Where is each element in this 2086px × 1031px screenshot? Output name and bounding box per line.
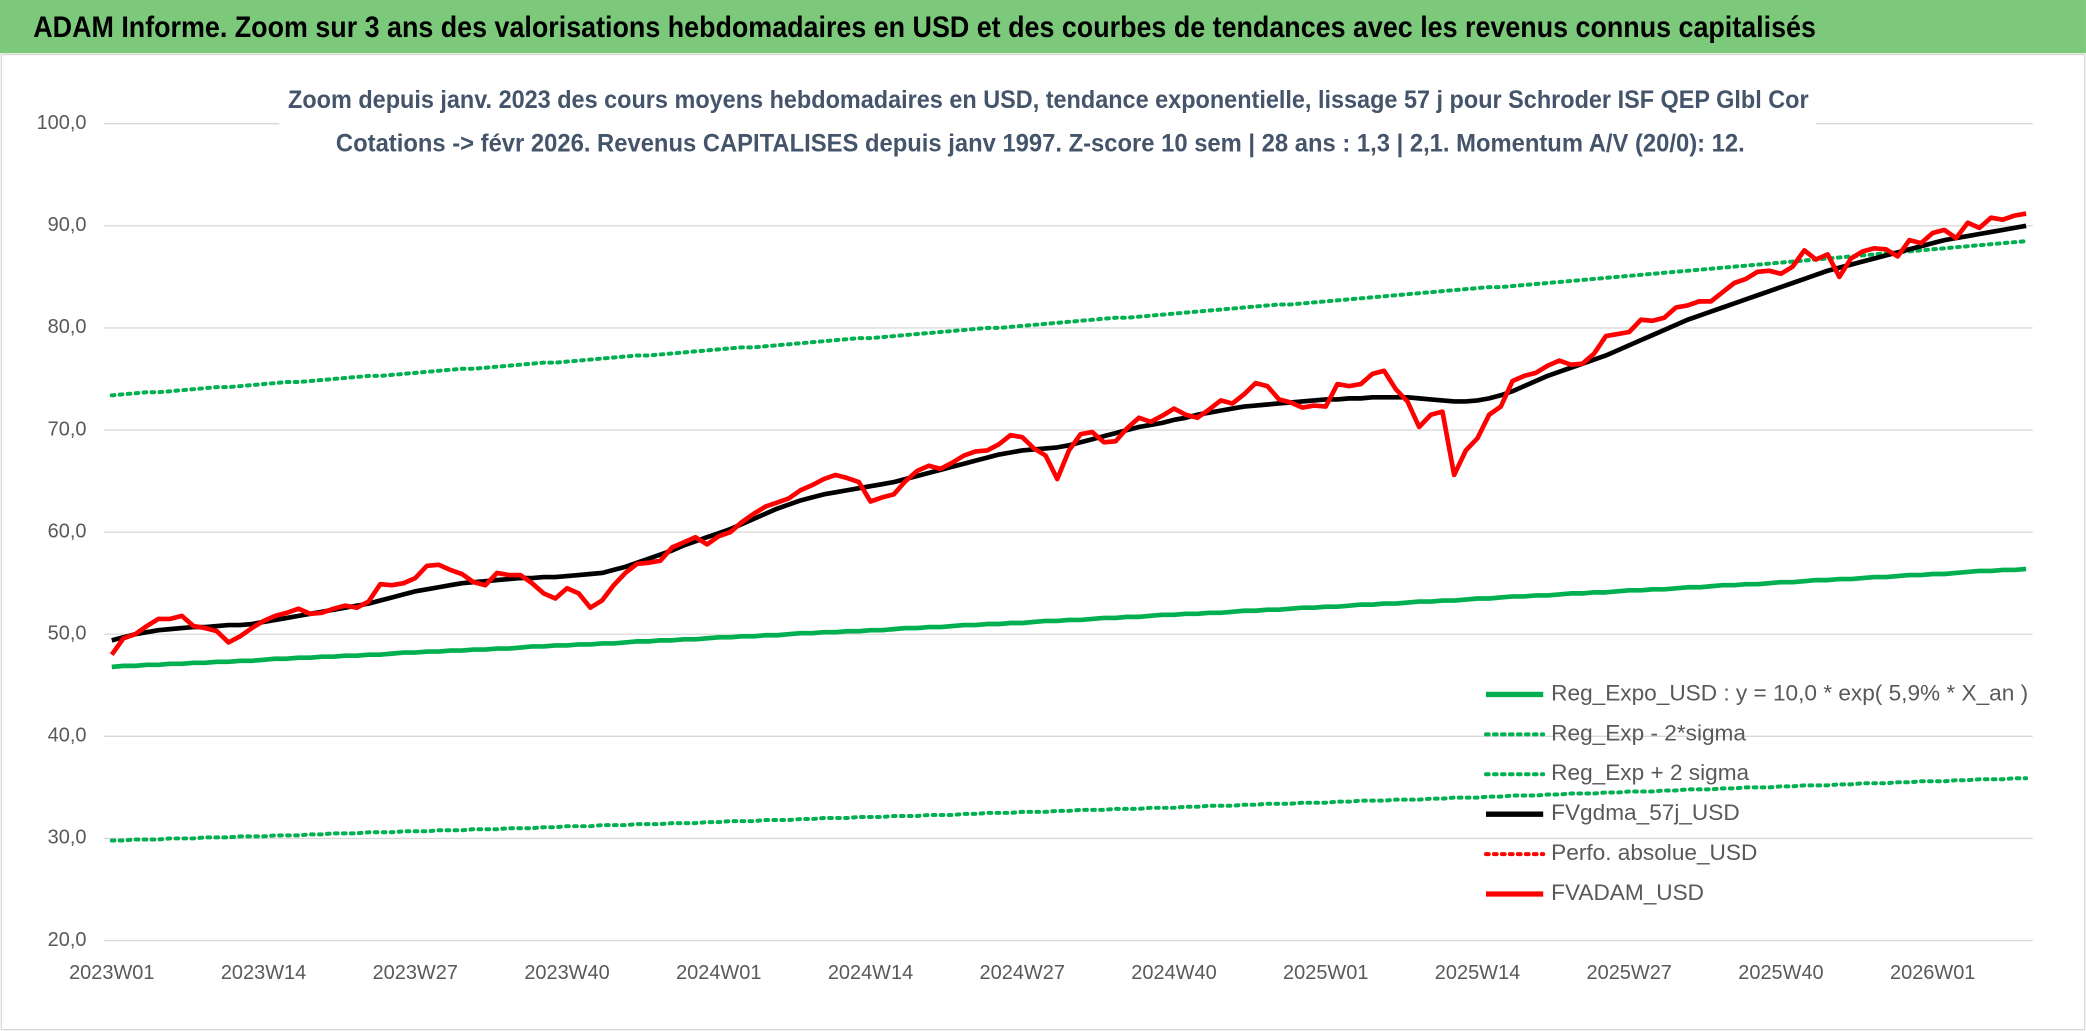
y-tick-label: 30,0 (48, 827, 87, 849)
x-tick-label: 2025W01 (1283, 962, 1368, 984)
chart-title: Zoom depuis janv. 2023 des cours moyens … (288, 86, 1809, 114)
series-line (111, 223, 2027, 643)
legend-label: Reg_Exp - 2*sigma (1551, 720, 1746, 745)
series-line (109, 239, 2029, 398)
x-tick-label: 2023W14 (221, 962, 306, 984)
series-line (111, 566, 2027, 670)
header-title: ADAM Informe. Zoom sur 3 ans des valoris… (33, 12, 1816, 44)
title-background (279, 79, 1816, 168)
x-tick-label: 2024W14 (828, 962, 913, 984)
x-tick-label: 2023W01 (69, 962, 154, 984)
y-tick-label: 90,0 (48, 214, 87, 236)
chart-frame (0, 53, 2086, 1031)
x-tick-label: 2023W40 (524, 962, 609, 984)
y-tick-label: 50,0 (48, 622, 87, 644)
legend-label: Perfo. absolue_USD (1551, 840, 1757, 865)
x-tick-label: 2024W01 (676, 962, 761, 984)
x-tick-label: 2023W27 (373, 962, 458, 984)
legend-label: Reg_Exp + 2 sigma (1551, 760, 1749, 785)
chart-subtitle: Cotations -> févr 2026. Revenus CAPITALI… (336, 130, 1745, 158)
y-tick-label: 80,0 (48, 316, 87, 338)
x-tick-label: 2025W27 (1587, 962, 1672, 984)
y-tick-label: 100,0 (37, 112, 87, 134)
x-tick-label: 2024W40 (1131, 962, 1216, 984)
y-tick-label: 70,0 (48, 418, 87, 440)
x-tick-label: 2025W40 (1738, 962, 1823, 984)
legend: Reg_Expo_USD : y = 10,0 * exp( 5,9% * X_… (1484, 680, 2028, 905)
legend-label: FVgdma_57j_USD (1551, 800, 1740, 825)
legend-label: Reg_Expo_USD : y = 10,0 * exp( 5,9% * X_… (1551, 680, 2028, 705)
x-tick-label: 2025W14 (1435, 962, 1520, 984)
x-tick-label: 2026W01 (1890, 962, 1975, 984)
y-tick-label: 20,0 (48, 929, 87, 951)
y-tick-label: 60,0 (48, 520, 87, 542)
y-tick-label: 40,0 (48, 725, 87, 747)
header-band (0, 0, 2086, 54)
series-line (109, 211, 2027, 657)
series-line (109, 776, 2029, 843)
x-tick-label: 2024W27 (980, 962, 1065, 984)
legend-label: FVADAM_USD (1551, 880, 1704, 905)
